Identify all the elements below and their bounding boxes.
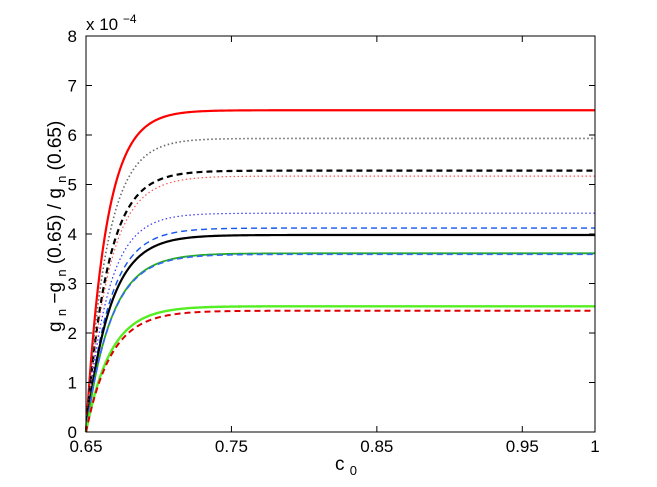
y-axis-label: g n −g n (0.65) / g n (0.65) (45, 121, 71, 332)
y-axis-label-t3: (0.65) (45, 121, 66, 171)
y-axis-label-t2: (0.65) / g (45, 188, 66, 264)
series-line-10 (84, 305, 595, 433)
series-line-1 (84, 109, 595, 433)
y-tick-label-2: 1 (68, 374, 77, 393)
y-exponent-prefix: x 10 (86, 15, 118, 34)
y-tick-label-1: 0 (68, 423, 77, 442)
series-line-4 (85, 175, 595, 433)
x-tick-label-2: 0.75 (215, 437, 248, 456)
x-tick-label-3: 0.85 (360, 437, 393, 456)
y-axis-label-g1: g (45, 321, 66, 332)
y-tick-label-7: 6 (68, 126, 77, 145)
y-tick-label-8: 7 (68, 77, 77, 96)
y-exponent-power: −4 (123, 12, 137, 26)
x-axis-label: c 0 (335, 454, 357, 478)
series-line-3 (84, 169, 595, 433)
series-line-9 (85, 253, 595, 433)
x-axis-label-main: c (335, 454, 345, 475)
series-line-11 (85, 309, 595, 433)
y-axis-label-s1: n (54, 309, 69, 316)
x-tick-label-4: 0.95 (506, 437, 539, 456)
x-tick-label-1: 0.65 (69, 437, 102, 456)
series-layer (84, 109, 595, 433)
series-line-7 (84, 233, 595, 433)
series-line-5 (85, 212, 595, 433)
y-tick-label-9: 8 (68, 27, 77, 46)
y-axis-label-t1: −g (45, 282, 66, 304)
y-tick-label-5: 4 (68, 225, 77, 244)
series-line-2 (85, 137, 595, 433)
series-line-8 (85, 252, 595, 433)
y-tick-label-6: 5 (68, 176, 77, 195)
y-tick-label-4: 3 (68, 275, 77, 294)
y-tick-label-3: 2 (68, 324, 77, 343)
y-axis-label-s3: n (54, 176, 69, 183)
x-tick-label-5: 1 (590, 437, 599, 456)
x-axis-label-sub: 0 (350, 463, 357, 478)
y-exponent-label: x 10 −4 (86, 12, 137, 34)
tick-layer: 0.65 0.75 0.85 0.95 1 0 1 2 3 4 5 6 7 8 (68, 27, 600, 456)
y-axis-label-s2: n (54, 269, 69, 276)
